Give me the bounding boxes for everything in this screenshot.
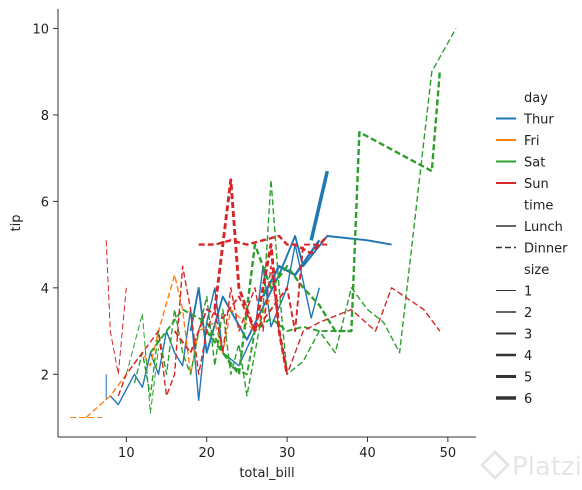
series-line-sun-dinner-3 [173,243,328,354]
y-ticks: 2 4 6 8 10 [32,22,58,383]
legend-size-4-label: 4 [524,349,532,364]
y-tick-label: 10 [32,22,49,37]
legend-day-fri-label: Fri [524,134,540,149]
legend-time-dinner-label: Dinner [524,242,568,257]
x-tick-label: 20 [198,446,215,461]
x-tick-label: 50 [440,446,457,461]
series-line-sun-dinner-1 [105,240,127,375]
y-tick-label: 4 [41,282,49,297]
legend-size-2-label: 2 [524,306,532,321]
series-line-sat-dinner-2 [133,28,457,397]
series-line-sat-dinner-1 [125,313,159,414]
x-tick-label: 30 [279,446,296,461]
y-tick-label: 2 [41,368,49,383]
plot-area [70,28,457,419]
legend-day-sun-label: Sun [524,177,549,192]
legend-size-5-label: 5 [524,371,532,386]
y-tick-label: 6 [41,195,49,210]
legend-day-thur-label: Thur [523,113,554,128]
legend-day-sat-label: Sat [524,156,545,171]
series-line-sun-dinner-5 [213,178,289,375]
series-line-thur-lunch-2 [109,243,320,406]
series-line-thur-lunch-4 [261,239,321,298]
y-axis-title: tip [9,215,24,232]
series-line-thur-lunch-6 [309,170,330,241]
platzi-logo-icon [479,449,511,481]
watermark-text: Platzi [512,452,582,482]
x-ticks: 10 20 30 40 50 [118,437,456,461]
legend-title: size [524,263,549,278]
series-line-thur-lunch-3 [189,235,392,354]
y-tick-label: 8 [41,109,49,124]
x-tick-label: 10 [118,446,135,461]
platzi-watermark: Platzi [479,449,582,482]
legend-title: time [524,199,553,214]
series-line-sun-dinner-4 [198,234,329,255]
series-line-sat-dinner-4 [205,71,441,376]
legend-title: day [524,91,548,106]
legend: day Thur Fri Sat Sun time Lunch Dinner size 1 2 3 4 5… [496,91,568,407]
x-axis-title: total_bill [239,466,294,481]
legend-size-3-label: 3 [524,328,532,343]
axes: 10 20 30 40 50 2 4 6 8 10 total_bill tip [9,9,476,481]
x-tick-label: 40 [359,446,376,461]
series-line-sun-dinner-2 [117,265,441,397]
legend-size-1-label: 1 [524,285,532,300]
legend-time-lunch-label: Lunch [524,220,563,235]
legend-size-6-label: 6 [524,392,532,407]
